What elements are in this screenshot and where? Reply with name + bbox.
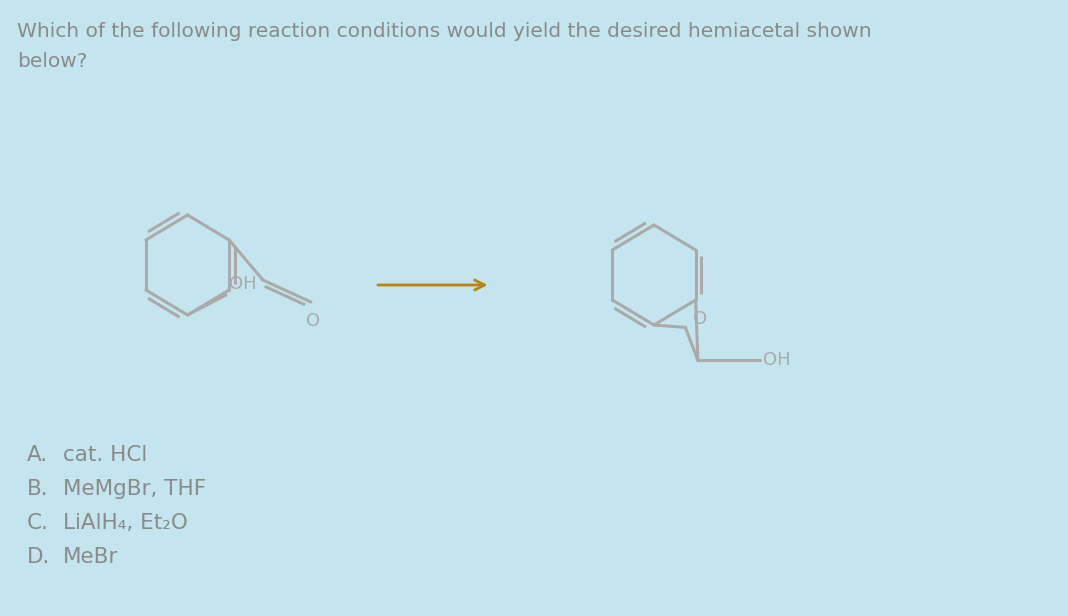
Text: O: O: [693, 310, 707, 328]
Text: cat. HCl: cat. HCl: [63, 445, 146, 465]
Text: LiAlH₄, Et₂O: LiAlH₄, Et₂O: [63, 513, 187, 533]
Text: below?: below?: [17, 52, 88, 71]
Text: OH: OH: [764, 351, 791, 370]
Text: A.: A.: [27, 445, 48, 465]
Text: OH: OH: [229, 275, 256, 293]
Text: D.: D.: [27, 547, 50, 567]
Text: MeBr: MeBr: [63, 547, 117, 567]
Text: B.: B.: [27, 479, 48, 499]
Text: Which of the following reaction conditions would yield the desired hemiacetal sh: Which of the following reaction conditio…: [17, 22, 871, 41]
Text: MeMgBr, THF: MeMgBr, THF: [63, 479, 206, 499]
Text: O: O: [305, 312, 320, 330]
Text: C.: C.: [27, 513, 49, 533]
